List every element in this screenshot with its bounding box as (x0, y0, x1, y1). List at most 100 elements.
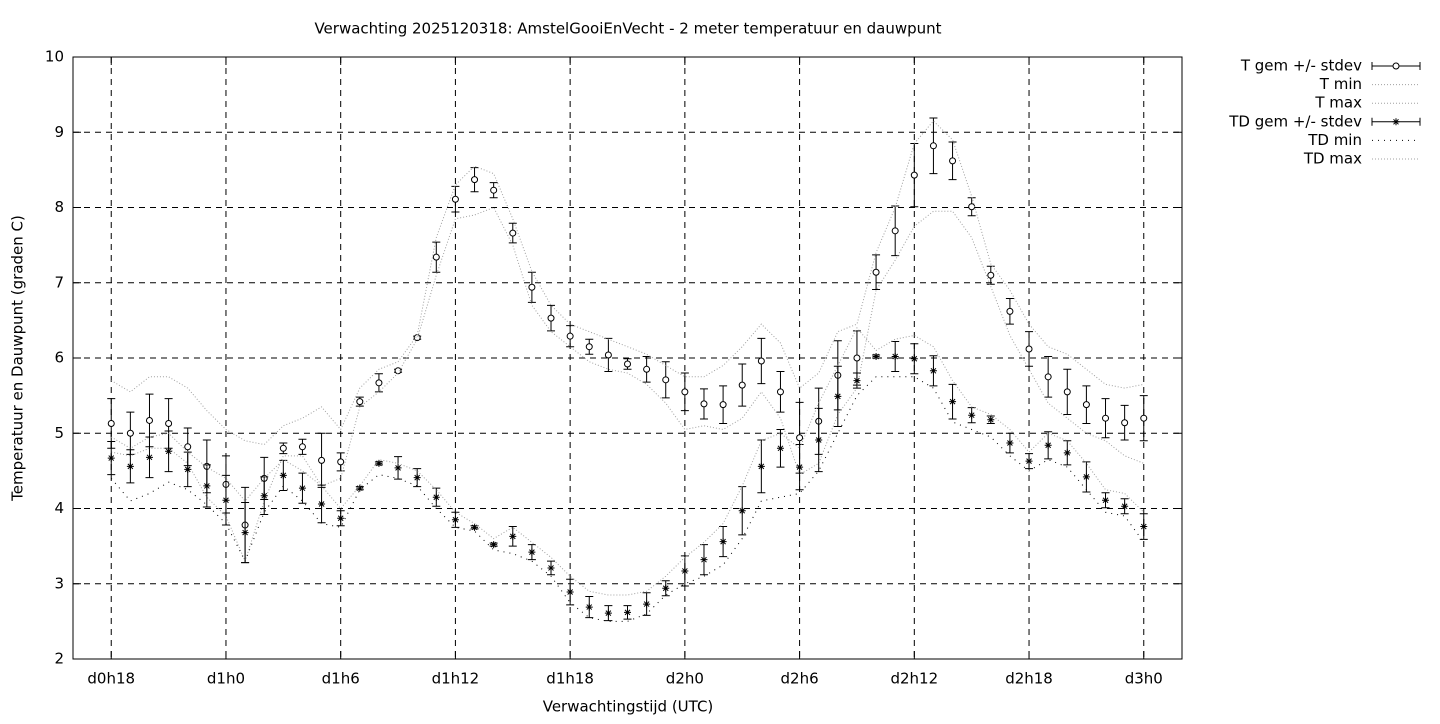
marker (891, 352, 899, 360)
marker (968, 411, 976, 419)
marker (1121, 419, 1129, 427)
y-tick-label: 8 (54, 198, 64, 216)
marker (662, 584, 670, 592)
marker (528, 548, 536, 556)
legend-label: TD gem +/- stdev (1228, 112, 1362, 130)
chart-title: Verwachting 2025120318: AmstelGooiEnVech… (314, 20, 941, 38)
marker (432, 253, 440, 261)
marker (394, 367, 402, 375)
marker (241, 529, 249, 537)
legend-label: TD max (1303, 150, 1362, 168)
y-tick-label: 10 (45, 48, 64, 66)
x-tick-label: d1h0 (207, 670, 245, 688)
marker (298, 443, 306, 451)
y-tick-label: 2 (54, 650, 64, 668)
series-line (110, 120, 1144, 446)
marker (604, 351, 612, 359)
marker (681, 388, 689, 396)
marker (776, 444, 784, 452)
legend-label: T min (1319, 75, 1362, 93)
x-tick-label: d2h12 (890, 670, 938, 688)
marker (853, 377, 861, 385)
marker (471, 523, 479, 531)
legend-sample (1371, 62, 1421, 70)
marker (375, 379, 383, 387)
marker (1140, 414, 1148, 422)
marker (815, 436, 823, 444)
marker (891, 227, 899, 235)
y-tick-label: 4 (54, 499, 64, 517)
marker (987, 416, 995, 424)
legend-label: TD min (1307, 131, 1362, 149)
marker (929, 142, 937, 150)
marker (738, 507, 746, 515)
x-tick-label: d1h18 (546, 670, 594, 688)
marker (490, 186, 498, 194)
marker (318, 500, 326, 508)
marker (776, 388, 784, 396)
marker (796, 463, 804, 471)
marker (872, 268, 880, 276)
marker (356, 484, 364, 492)
marker (1140, 523, 1148, 531)
marker (509, 229, 517, 237)
y-tick-label: 9 (54, 123, 64, 141)
marker (1044, 441, 1052, 449)
marker (451, 195, 459, 203)
marker (1392, 62, 1400, 70)
marker (1102, 414, 1110, 422)
marker (738, 381, 746, 389)
y-tick-label: 5 (54, 424, 64, 442)
marker (547, 564, 555, 572)
marker (700, 556, 708, 564)
y-tick-label: 3 (54, 574, 64, 592)
marker (1063, 388, 1071, 396)
marker (624, 608, 631, 616)
y-tick-label: 7 (54, 273, 64, 291)
marker (298, 484, 306, 492)
marker (796, 434, 804, 442)
marker (853, 354, 861, 362)
marker (566, 332, 574, 340)
marker (451, 516, 459, 524)
marker (872, 352, 880, 360)
marker (929, 367, 937, 375)
marker (987, 271, 995, 279)
marker (279, 444, 287, 452)
x-tick-label: d0h18 (87, 670, 135, 688)
marker (394, 464, 402, 472)
marker (107, 419, 115, 427)
marker (145, 416, 153, 424)
marker (471, 176, 479, 184)
legend-label: T max (1314, 94, 1362, 112)
marker (624, 360, 631, 368)
marker (1044, 373, 1052, 381)
marker (757, 462, 765, 470)
marker (222, 496, 230, 504)
marker (604, 609, 612, 617)
marker (910, 355, 918, 363)
marker (1082, 401, 1090, 409)
marker (126, 462, 134, 470)
legend-label: T gem +/- stdev (1240, 57, 1362, 75)
marker (145, 453, 153, 461)
marker (337, 514, 345, 522)
marker (585, 603, 593, 611)
x-tick-label: d2h0 (666, 670, 704, 688)
marker (566, 588, 574, 596)
marker (949, 157, 957, 165)
x-tick-label: d3h0 (1125, 670, 1163, 688)
marker (662, 376, 670, 384)
marker (356, 398, 364, 406)
marker (337, 458, 345, 466)
marker (184, 443, 192, 451)
series-line (110, 327, 1145, 596)
series-line (110, 376, 1145, 622)
marker (949, 398, 957, 406)
marker (910, 171, 918, 179)
marker (585, 343, 593, 351)
x-axis-label: Verwachtingstijd (UTC) (543, 698, 714, 716)
x-tick-label: d2h6 (781, 670, 819, 688)
